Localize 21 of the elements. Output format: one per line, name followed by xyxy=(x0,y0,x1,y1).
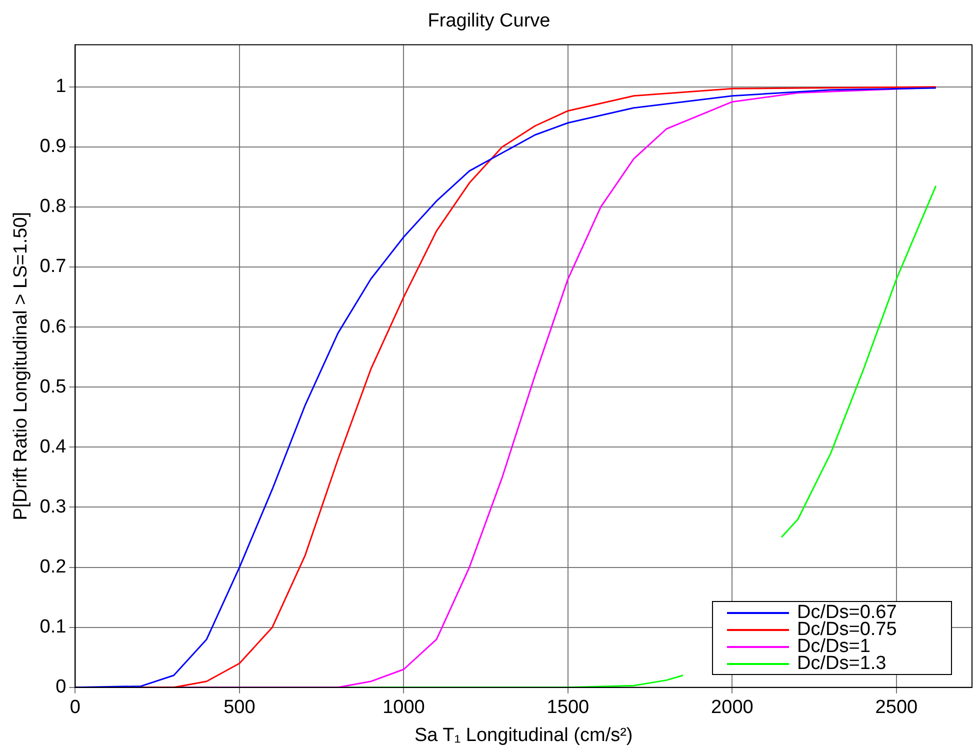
y-tick-label: 0.9 xyxy=(40,136,66,158)
x-tick-label: 0 xyxy=(70,697,80,718)
x-tick-label: 1000 xyxy=(382,697,425,718)
y-tick-label: 0.1 xyxy=(40,616,66,638)
x-tick-label: 2500 xyxy=(875,697,918,718)
y-tick-label: 0.4 xyxy=(40,436,67,458)
x-tick-label: 500 xyxy=(224,697,256,718)
y-tick-label: 0.3 xyxy=(40,496,66,518)
y-axis-title: P[Drift Ratio Longitudinal > LS=1.50] xyxy=(10,212,32,520)
y-tick-label: 0.5 xyxy=(40,376,66,398)
y-tick-label: 0.7 xyxy=(40,256,66,278)
chart-title: Fragility Curve xyxy=(428,10,550,32)
y-tick-label: 0.6 xyxy=(40,316,66,338)
x-axis-title: Sa T₁ Longitudinal (cm/s²) xyxy=(414,724,633,746)
y-tick-label: 1 xyxy=(56,76,66,98)
x-tick-label: 2000 xyxy=(711,697,754,718)
legend-label: Dc/Ds=1.3 xyxy=(797,653,886,674)
y-tick-label: 0.8 xyxy=(40,196,66,218)
y-tick-label: 0 xyxy=(56,676,66,698)
y-tick-label: 0.2 xyxy=(40,556,66,578)
x-tick-label: 1500 xyxy=(546,697,590,718)
